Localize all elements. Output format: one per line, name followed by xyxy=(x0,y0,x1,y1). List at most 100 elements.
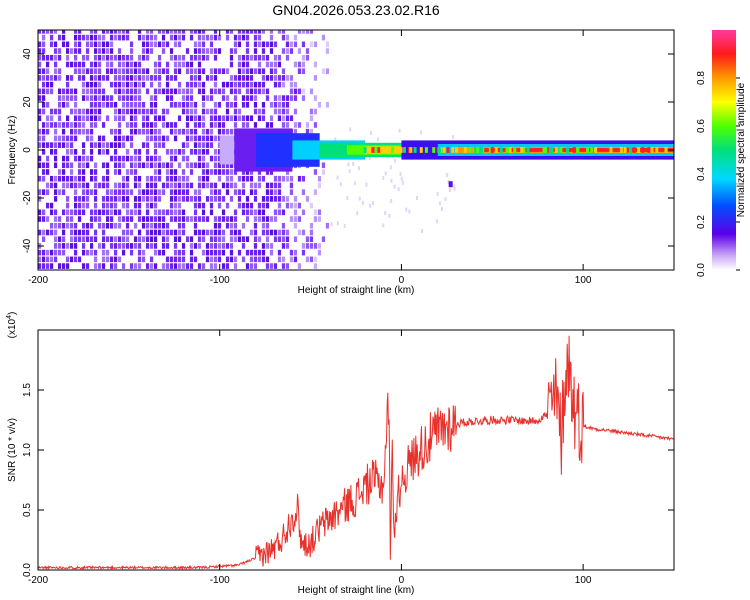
heatmap-cell xyxy=(137,256,142,263)
heatmap-cell xyxy=(213,81,218,88)
heatmap-cell xyxy=(165,81,170,88)
heatmap-cell xyxy=(189,196,194,202)
heatmap-cell xyxy=(664,147,668,153)
heatmap-cell xyxy=(353,181,356,186)
heatmap-cell xyxy=(197,142,202,148)
heatmap-cell xyxy=(121,81,126,88)
heatmap-cell xyxy=(277,196,282,202)
heatmap-cell xyxy=(169,209,174,216)
heatmap-cell xyxy=(400,176,403,181)
snr-panel: -200 -100 0 100 0.00.51.01.5 Height of stra… xyxy=(6,312,675,596)
heatmap-cell xyxy=(177,115,182,122)
heatmap-cell xyxy=(193,30,198,34)
heatmap-cell xyxy=(38,95,42,101)
heatmap-cell xyxy=(45,202,50,209)
heatmap-cell xyxy=(85,202,90,209)
heatmap-cell xyxy=(249,249,254,256)
heatmap-cell xyxy=(408,209,411,214)
heatmap-cell xyxy=(149,34,154,41)
heatmap-cell xyxy=(85,196,90,202)
heatmap-cell xyxy=(109,68,114,74)
heatmap-cell xyxy=(165,209,170,216)
heatmap-cell xyxy=(185,61,190,68)
heatmap-cell xyxy=(38,249,42,256)
heatmap-cell xyxy=(285,108,290,115)
heatmap-cell xyxy=(550,147,554,153)
heatmap-cell xyxy=(77,169,82,175)
heatmap-cell xyxy=(257,169,262,175)
heatmap-cell xyxy=(241,61,246,68)
heatmap-cell xyxy=(165,182,170,189)
heatmap-cell xyxy=(261,216,266,222)
heatmap-cell xyxy=(157,41,162,48)
heatmap-cell xyxy=(233,263,238,269)
heatmap-cell xyxy=(632,147,636,153)
heatmap-cell xyxy=(241,115,246,122)
heatmap-cell xyxy=(273,75,278,81)
heatmap-cell xyxy=(241,30,246,34)
heatmap-cell xyxy=(229,115,234,122)
heatmap-cell xyxy=(289,88,294,95)
heatmap-cell xyxy=(133,243,138,249)
heatmap-cell xyxy=(137,236,142,242)
heatmap-cell xyxy=(269,61,274,68)
heatmap-cell xyxy=(189,115,194,122)
heatmap-cell xyxy=(77,30,82,34)
heatmap-cell xyxy=(249,182,254,189)
heatmap-cell xyxy=(93,75,98,81)
heatmap-cell xyxy=(109,256,114,263)
heatmap-cell xyxy=(193,128,198,135)
heatmap-cell xyxy=(113,75,118,81)
heatmap-cell xyxy=(61,102,66,108)
heatmap-cell xyxy=(69,108,74,115)
heatmap-cell xyxy=(193,162,198,169)
heatmap-cell xyxy=(522,147,526,153)
heatmap-cell xyxy=(197,34,202,41)
heatmap-cell xyxy=(65,81,70,88)
heatmap-cell xyxy=(189,54,194,61)
heatmap-cell xyxy=(225,256,230,263)
heatmap-cell xyxy=(205,149,210,155)
heatmap-cell xyxy=(261,48,266,54)
heatmap-cell xyxy=(209,108,214,115)
heatmap-cell xyxy=(38,54,42,61)
heatmap-cell xyxy=(177,149,182,155)
heatmap-cell xyxy=(253,122,258,128)
heatmap-cell xyxy=(544,147,548,153)
heatmap-cell xyxy=(185,216,190,222)
heatmap-cell xyxy=(89,175,94,182)
heatmap-cell xyxy=(393,184,396,189)
heatmap-cell xyxy=(125,175,130,182)
heatmap-cell xyxy=(265,88,270,95)
heatmap-cell xyxy=(245,263,250,269)
heatmap-cell xyxy=(201,122,206,128)
heatmap-cell xyxy=(205,175,210,182)
heatmap-cell xyxy=(69,75,74,81)
heatmap-cell xyxy=(129,115,134,122)
heatmap-cell xyxy=(145,229,150,236)
heatmap-cell xyxy=(241,189,246,195)
heatmap-cell xyxy=(117,68,122,74)
heatmap-cell xyxy=(73,182,78,189)
heatmap-cell xyxy=(41,229,46,236)
heatmap-cell xyxy=(117,88,122,95)
heatmap-cell xyxy=(105,182,110,189)
heatmap-cell xyxy=(69,88,74,95)
heatmap-cell xyxy=(89,216,94,222)
heatmap-cell xyxy=(49,263,54,269)
heatmap-cell xyxy=(141,41,146,48)
heatmap-cell xyxy=(197,263,202,269)
heatmap-cell xyxy=(125,202,130,209)
heatmap-cell xyxy=(391,147,395,153)
heatmap-cell xyxy=(85,54,90,61)
heatmap-cell xyxy=(265,243,270,249)
heatmap-cell xyxy=(113,249,118,256)
heatmap-cell xyxy=(623,147,627,153)
heatmap-cell xyxy=(97,88,102,95)
heatmap-cell xyxy=(133,115,138,122)
heatmap-cell xyxy=(277,108,282,115)
heatmap-cell xyxy=(85,81,90,88)
heatmap-cell xyxy=(145,115,150,122)
heatmap-cell xyxy=(65,54,70,61)
heatmap-cell xyxy=(117,54,122,61)
